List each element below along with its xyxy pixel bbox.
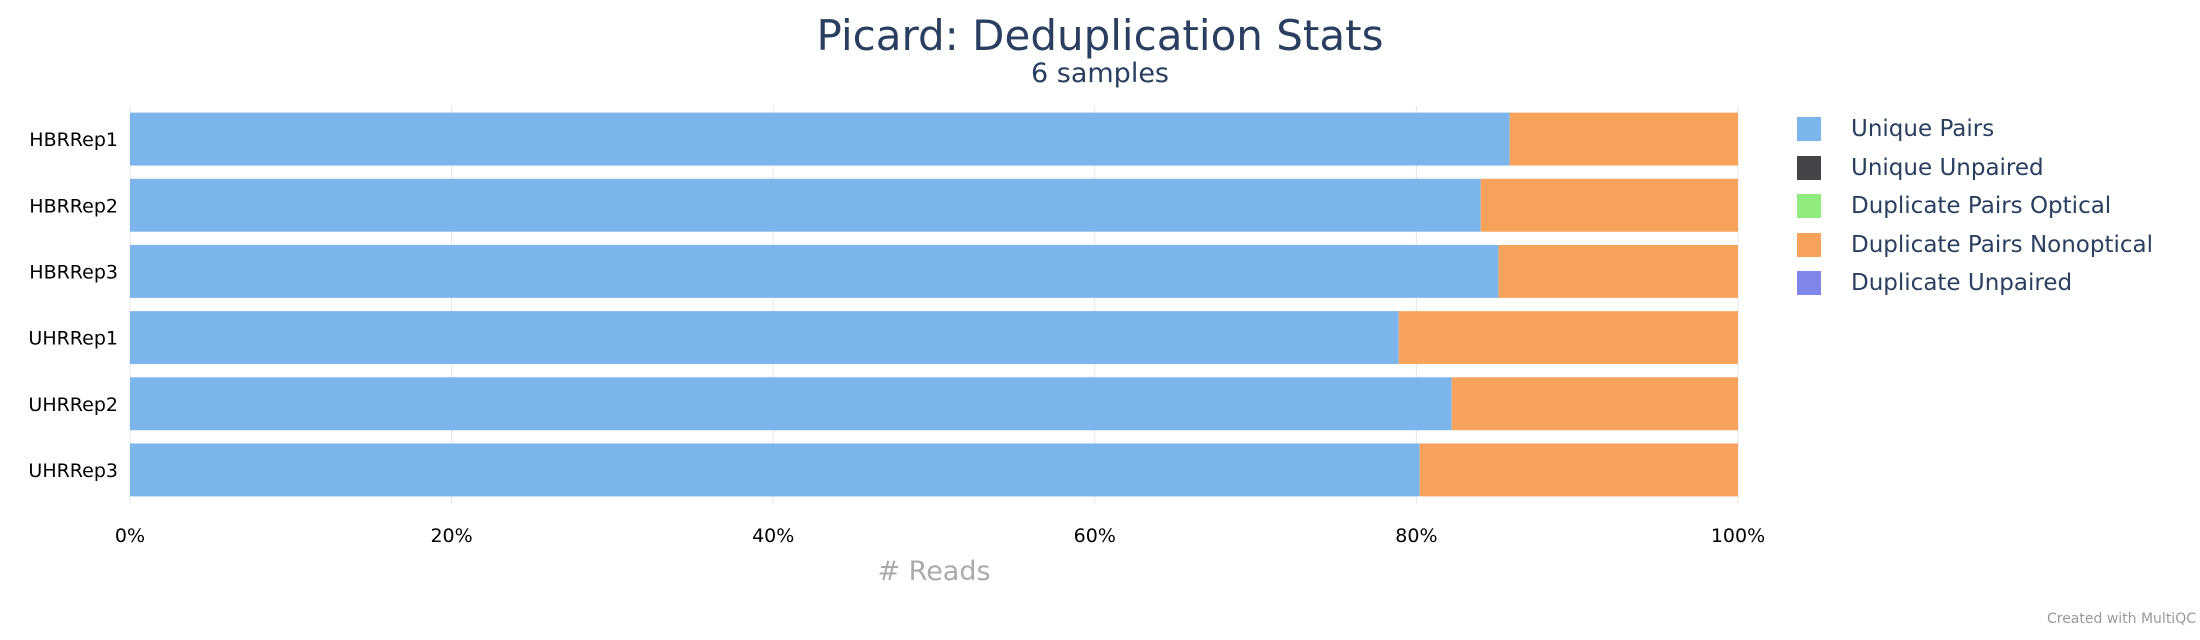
legend-item[interactable]: Duplicate Pairs Nonoptical xyxy=(1797,226,2153,265)
x-tick-label: 60% xyxy=(1074,525,1116,547)
bar-unique-pairs-uhrrep3 xyxy=(130,443,1420,497)
legend-item[interactable]: Unique Unpaired xyxy=(1797,149,2153,188)
y-tick-label: HBRRep2 xyxy=(29,195,118,217)
legend-item[interactable]: Duplicate Unpaired xyxy=(1797,264,2153,303)
bar-duplicate-pairs-nonoptical-uhrrep2 xyxy=(1451,377,1738,431)
legend-swatch xyxy=(1797,271,1821,296)
bar-duplicate-pairs-nonoptical-uhrrep1 xyxy=(1398,311,1738,365)
bar-unique-pairs-uhrrep1 xyxy=(130,311,1399,365)
bar-unique-pairs-hbrrep2 xyxy=(130,178,1481,232)
legend-label: Duplicate Pairs Optical xyxy=(1851,193,2112,220)
credit-text: Created with MultiQC xyxy=(2046,611,2196,627)
chart-subtitle: 6 samples xyxy=(1031,58,1169,89)
bar-unique-pairs-uhrrep2 xyxy=(130,377,1452,431)
chart-legend: Unique Pairs Unique Unpaired Duplicate Pai… xyxy=(1797,110,2153,303)
bar-duplicate-pairs-nonoptical-hbrrep3 xyxy=(1498,244,1738,298)
bar-unique-pairs-hbrrep1 xyxy=(130,112,1510,166)
y-tick-label: HBRRep1 xyxy=(29,129,118,151)
bar-duplicate-pairs-nonoptical-hbrrep1 xyxy=(1509,112,1738,166)
x-tick-label: 80% xyxy=(1395,525,1437,547)
bar-duplicate-pairs-nonoptical-hbrrep2 xyxy=(1480,178,1738,232)
legend-swatch xyxy=(1797,194,1821,219)
y-tick-label: UHRRep1 xyxy=(28,328,118,350)
x-tick-label: 40% xyxy=(752,525,794,547)
chart-title: Picard: Deduplication Stats xyxy=(816,11,1384,60)
legend-label: Unique Pairs xyxy=(1851,116,1995,143)
x-axis-label: # Reads xyxy=(877,556,991,587)
x-tick-label: 100% xyxy=(1711,525,1765,547)
legend-swatch xyxy=(1797,232,1821,257)
x-tick-label: 0% xyxy=(115,525,145,547)
x-tick-label: 20% xyxy=(430,525,472,547)
y-tick-label: HBRRep3 xyxy=(29,261,118,283)
legend-item[interactable]: Unique Pairs xyxy=(1797,110,2153,149)
bar-unique-pairs-hbrrep3 xyxy=(130,244,1499,298)
y-tick-label: UHRRep3 xyxy=(28,460,118,482)
legend-item[interactable]: Duplicate Pairs Optical xyxy=(1797,187,2153,226)
legend-swatch xyxy=(1797,117,1821,142)
legend-label: Duplicate Pairs Nonoptical xyxy=(1851,231,2154,258)
legend-swatch xyxy=(1797,155,1821,180)
bar-duplicate-pairs-nonoptical-uhrrep3 xyxy=(1419,443,1738,497)
legend-label: Unique Unpaired xyxy=(1851,154,2044,181)
legend-label: Duplicate Unpaired xyxy=(1851,270,2073,297)
y-tick-label: UHRRep2 xyxy=(28,394,118,416)
